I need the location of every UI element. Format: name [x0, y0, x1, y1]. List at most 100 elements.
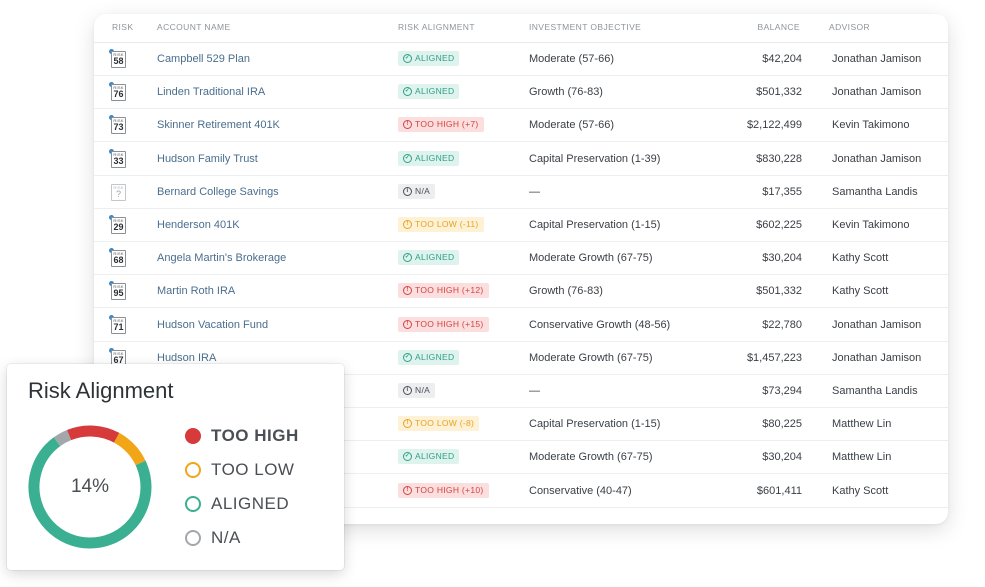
- donut-segment-aligned: [28, 425, 152, 549]
- risk-score: 76: [113, 89, 124, 100]
- account-name-link[interactable]: Henderson 401K: [157, 219, 240, 231]
- info-circle-icon: i: [403, 186, 412, 196]
- legend-dot-icon: [185, 462, 201, 478]
- account-name-link[interactable]: Hudson Vacation Fund: [157, 318, 269, 331]
- table-row[interactable]: ! TOO HIGH (+10) Conservative (40-47) $601…: [94, 475, 948, 508]
- advisor-name: Jonathan Jamison: [832, 351, 922, 364]
- balance-value: $2,122,499: [746, 119, 802, 132]
- alert-circle-icon: !: [403, 286, 412, 296]
- table-row[interactable]: i N/A — $73,294 Samantha Landis: [94, 375, 948, 408]
- balance-value: $17,355: [762, 185, 802, 198]
- alignment-badge: ! TOO HIGH (+10): [398, 482, 489, 498]
- investment-objective: Conservative (40-47): [529, 484, 632, 497]
- legend-dot-icon: [185, 530, 201, 546]
- table-row[interactable]: ! TOO LOW (-8) Capital Preservation (1-15…: [94, 408, 948, 442]
- table-row[interactable]: RISK 71 Hudson Vacation Fund ! TOO HIGH (…: [94, 309, 948, 342]
- advisor-name: Samantha Landis: [832, 185, 918, 198]
- alert-circle-icon: !: [403, 220, 412, 229]
- balance-value: $602,225: [756, 219, 802, 231]
- header-risk-alignment[interactable]: RISK ALIGNMENT: [398, 22, 475, 32]
- table-row[interactable]: RISK 73 Skinner Retirement 401K ! TOO HIG…: [94, 109, 948, 143]
- table-row[interactable]: RISK 95 Martin Roth IRA ! TOO HIGH (+12) G…: [94, 275, 948, 309]
- table-row[interactable]: ✓ ALIGNED Moderate Growth (67-75) $30,204 M…: [94, 441, 948, 475]
- account-name-link[interactable]: Campbell 529 Plan: [157, 53, 250, 65]
- alignment-badge-label: TOO HIGH (+12): [415, 285, 484, 296]
- risk-score: 95: [113, 288, 124, 299]
- table-row[interactable]: RISK 76 Linden Traditional IRA ✓ ALIGNED G…: [94, 76, 948, 110]
- balance-value: $830,228: [756, 152, 802, 165]
- risk-alignment-donut-chart: [28, 425, 152, 549]
- account-name-link[interactable]: Hudson Family Trust: [157, 152, 258, 165]
- alignment-badge-label: ALIGNED: [415, 86, 455, 97]
- alignment-badge-label: N/A: [415, 185, 431, 196]
- header-account-name[interactable]: ACCOUNT NAME: [157, 22, 231, 32]
- risk-score-icon: RISK 95: [109, 281, 127, 301]
- header-balance[interactable]: BALANCE: [757, 22, 800, 32]
- investment-objective: Conservative Growth (48-56): [529, 318, 671, 331]
- investment-objective: Moderate Growth (67-75): [529, 351, 653, 364]
- table-row[interactable]: RISK 29 Henderson 401K ! TOO LOW (-11) Cap…: [94, 209, 948, 242]
- panel-title: Risk Alignment: [28, 378, 174, 403]
- balance-value: $30,204: [762, 252, 802, 265]
- advisor-name: Kathy Scott: [832, 252, 889, 265]
- header-advisor[interactable]: ADVISOR: [829, 22, 871, 32]
- advisor-name: Kathy Scott: [832, 285, 889, 298]
- investment-objective: —: [529, 185, 540, 198]
- alignment-badge-label: TOO HIGH (+7): [415, 119, 479, 130]
- balance-value: $1,457,223: [746, 351, 802, 364]
- table-row[interactable]: RISK 33 Hudson Family Trust ✓ ALIGNED Capi…: [94, 143, 948, 176]
- table-row[interactable]: RISK 67 Hudson IRA ✓ ALIGNED Moderate Grow…: [94, 342, 948, 375]
- header-investment-objective[interactable]: INVESTMENT OBJECTIVE: [529, 22, 642, 32]
- check-circle-icon: ✓: [403, 352, 412, 362]
- account-name-link[interactable]: Martin Roth IRA: [157, 285, 236, 298]
- table-row[interactable]: RISK ? Bernard College Savings i N/A — $17,…: [94, 176, 948, 209]
- account-name-link[interactable]: Skinner Retirement 401K: [157, 119, 280, 132]
- balance-value: $601,411: [756, 484, 802, 497]
- legend-item[interactable]: TOO HIGH: [185, 425, 299, 447]
- investment-objective: Moderate (57-66): [529, 53, 614, 65]
- alignment-badge: ! TOO LOW (-8): [398, 416, 480, 432]
- legend-item[interactable]: N/A: [185, 527, 241, 549]
- alignment-badge: i N/A: [398, 183, 436, 199]
- account-name-link[interactable]: Linden Traditional IRA: [157, 86, 266, 99]
- advisor-name: Jonathan Jamison: [832, 53, 922, 65]
- alert-circle-icon: !: [403, 419, 412, 429]
- table-row[interactable]: RISK 68 Angela Martin's Brokerage ✓ ALIGN…: [94, 242, 948, 276]
- risk-score-icon: RISK 76: [109, 82, 127, 102]
- alignment-badge: ✓ ALIGNED: [398, 51, 460, 66]
- alert-circle-icon: !: [403, 319, 412, 329]
- header-risk[interactable]: RISK: [112, 22, 134, 32]
- alignment-badge-label: N/A: [415, 385, 431, 395]
- legend-item[interactable]: ALIGNED: [185, 493, 289, 515]
- risk-icon-label: RISK: [113, 151, 124, 157]
- advisor-name: Jonathan Jamison: [832, 86, 922, 99]
- account-name-link[interactable]: Angela Martin's Brokerage: [157, 252, 287, 265]
- risk-score-icon: RISK 73: [109, 115, 127, 135]
- risk-score-icon: RISK 58: [109, 49, 127, 69]
- table-row[interactable]: RISK 58 Campbell 529 Plan ✓ ALIGNED Modera…: [94, 43, 948, 76]
- advisor-name: Matthew Lin: [832, 418, 892, 431]
- investment-objective: Moderate Growth (67-75): [529, 252, 653, 265]
- investment-objective: Capital Preservation (1-15): [529, 219, 661, 231]
- alignment-badge: ✓ ALIGNED: [398, 150, 460, 166]
- investment-objective: Moderate Growth (67-75): [529, 451, 653, 464]
- risk-score: ?: [115, 188, 121, 199]
- check-circle-icon: ✓: [403, 253, 412, 263]
- account-name-link[interactable]: Hudson IRA: [157, 351, 217, 364]
- risk-score: 67: [113, 354, 124, 365]
- table-header: RISK ACCOUNT NAME RISK ALIGNMENT INVESTM…: [94, 14, 948, 43]
- legend-item[interactable]: TOO LOW: [185, 459, 294, 481]
- risk-icon-label: RISK: [113, 317, 124, 323]
- investment-objective: Growth (76-83): [529, 285, 603, 298]
- alignment-badge-label: ALIGNED: [415, 451, 455, 462]
- risk-icon-label: RISK: [113, 52, 124, 57]
- alignment-badge: ! TOO HIGH (+15): [398, 316, 489, 332]
- risk-score: 73: [113, 122, 124, 133]
- risk-score: 68: [113, 255, 124, 266]
- alert-circle-icon: !: [403, 485, 412, 495]
- risk-icon-label: RISK: [113, 350, 124, 356]
- account-name-link[interactable]: Bernard College Savings: [157, 185, 279, 198]
- alignment-badge-label: ALIGNED: [415, 252, 455, 263]
- donut-center-value: 14%: [70, 476, 110, 497]
- legend-label: N/A: [211, 528, 241, 547]
